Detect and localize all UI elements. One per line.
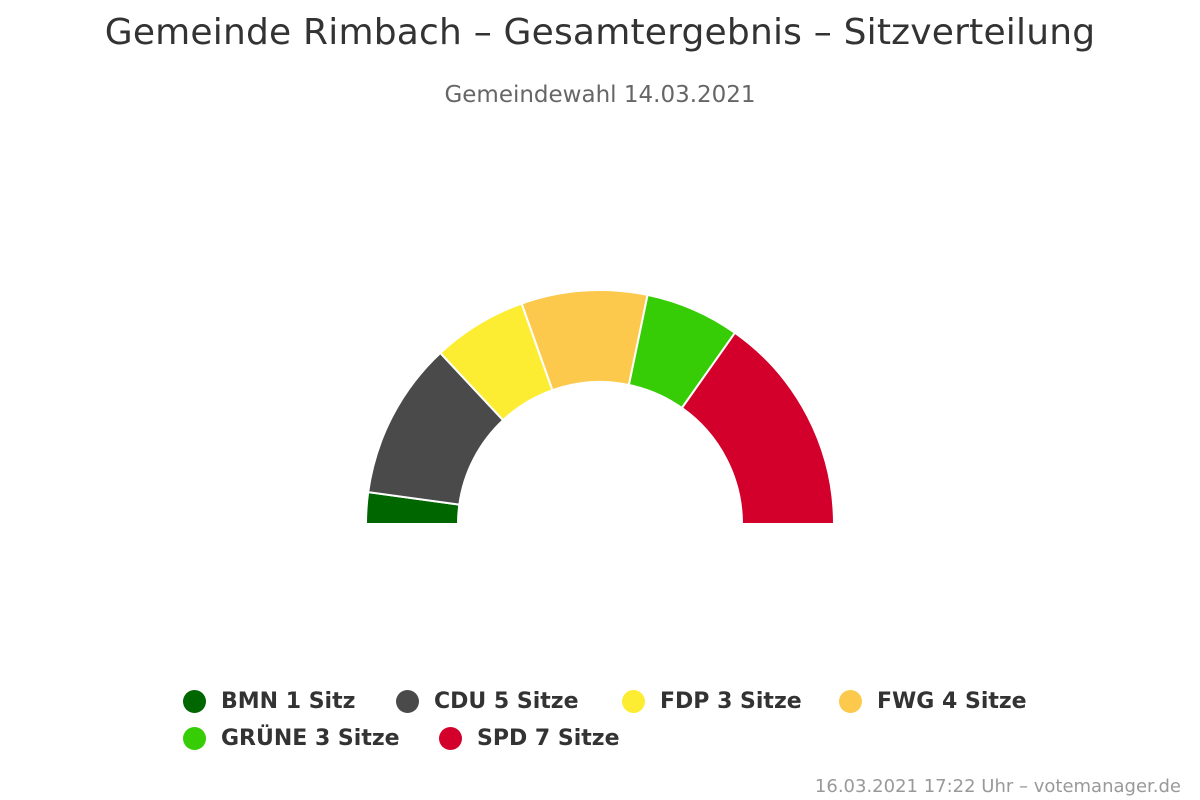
legend-item-fdp[interactable]: FDP 3 Sitze bbox=[622, 689, 802, 714]
legend-dot-icon bbox=[622, 690, 645, 713]
legend-dot-icon bbox=[839, 690, 862, 713]
legend-label: FDP 3 Sitze bbox=[660, 689, 802, 714]
legend-item-spd[interactable]: SPD 7 Sitze bbox=[439, 726, 619, 751]
legend-dot-icon bbox=[183, 690, 206, 713]
legend-item-cdu[interactable]: CDU 5 Sitze bbox=[396, 689, 579, 714]
legend-item-bmn[interactable]: BMN 1 Sitz bbox=[183, 689, 355, 714]
slice-spd[interactable] bbox=[680, 331, 835, 525]
legend-item-grüne[interactable]: GRÜNE 3 Sitze bbox=[183, 726, 400, 751]
legend-label: BMN 1 Sitz bbox=[221, 689, 356, 714]
legend-item-fwg[interactable]: FWG 4 Sitze bbox=[839, 689, 1027, 714]
legend-dot-icon bbox=[396, 690, 419, 713]
legend-label: GRÜNE 3 Sitze bbox=[221, 726, 400, 751]
legend-dot-icon bbox=[183, 727, 206, 750]
legend-label: FWG 4 Sitze bbox=[877, 689, 1027, 714]
legend-label: CDU 5 Sitze bbox=[434, 689, 579, 714]
credit-link[interactable]: 16.03.2021 17:22 Uhr – votemanager.de bbox=[814, 776, 1181, 797]
chart-subtitle: Gemeindewahl 14.03.2021 bbox=[444, 82, 756, 108]
legend-label: SPD 7 Sitze bbox=[477, 726, 620, 751]
chart-title: Gemeinde Rimbach – Gesamtergebnis – Sitz… bbox=[104, 12, 1096, 53]
legend-dot-icon bbox=[439, 727, 462, 750]
